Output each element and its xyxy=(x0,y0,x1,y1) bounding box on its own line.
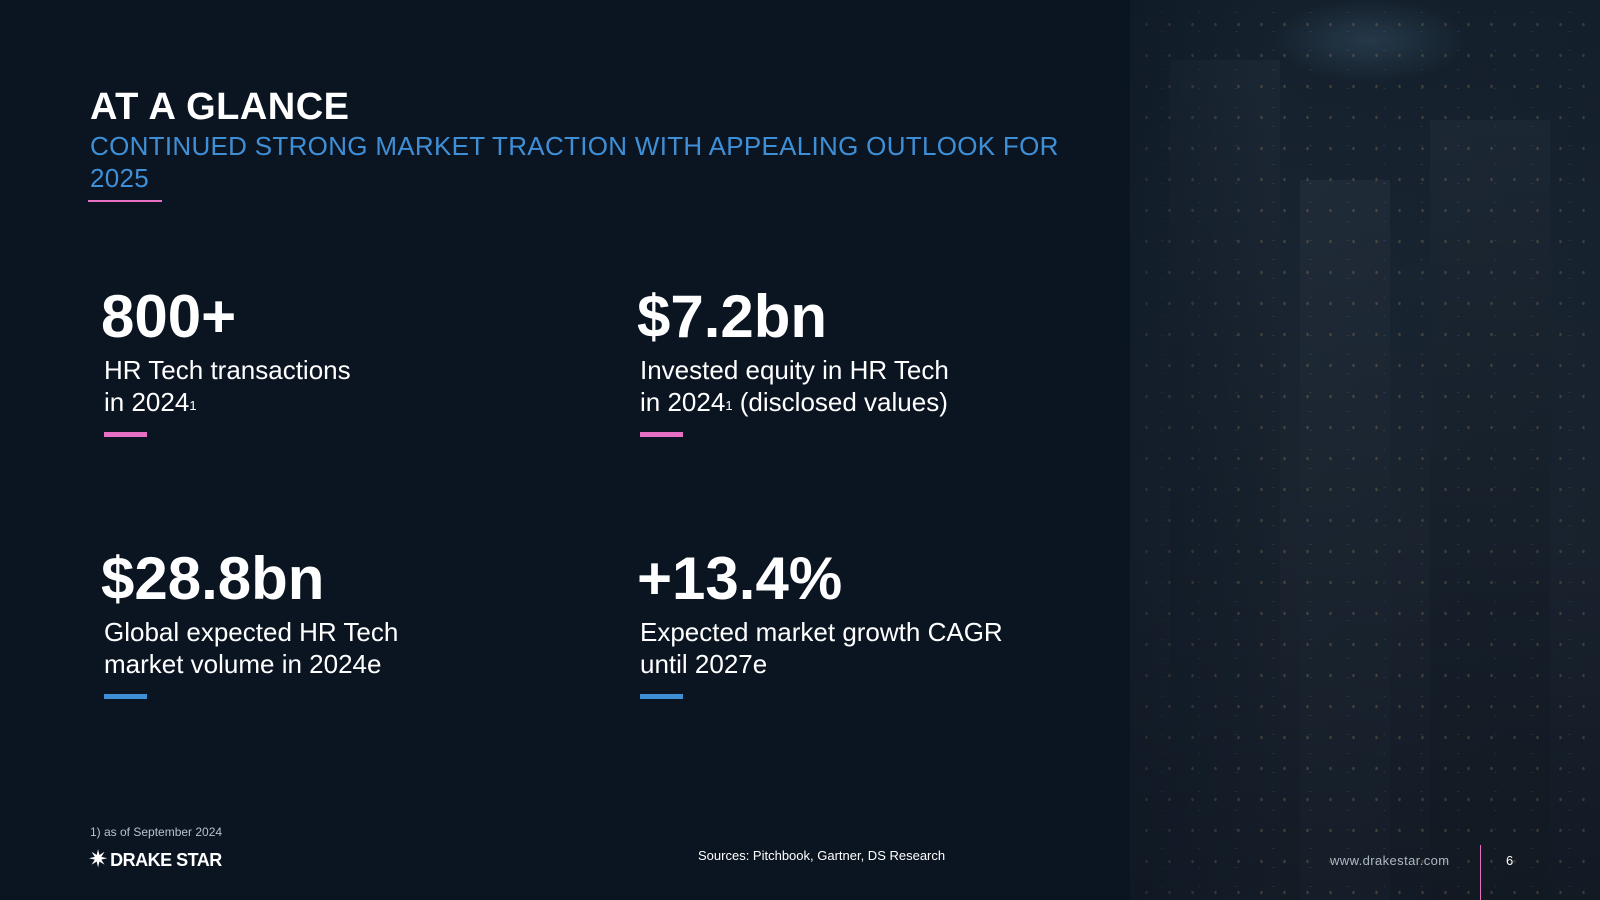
footnote: 1) as of September 2024 xyxy=(90,825,223,839)
stat-invested-equity: $7.2bn Invested equity in HR Tech in 202… xyxy=(637,282,949,437)
stat-description: Expected market growth CAGR until 2027e xyxy=(640,616,1003,680)
stat-description: Global expected HR Tech market volume in… xyxy=(104,616,398,680)
stat-transactions: 800+ HR Tech transactions in 20241 xyxy=(101,282,351,437)
stat-value: $28.8bn xyxy=(101,545,325,612)
photo-shade xyxy=(1130,0,1600,900)
stat-line: HR Tech transactions xyxy=(104,355,351,385)
stat-accent-bar xyxy=(640,694,683,699)
stat-description: HR Tech transactions in 20241 xyxy=(104,354,351,418)
footer-divider xyxy=(1480,845,1481,900)
stat-line: in 20241 (disclosed values) xyxy=(640,386,949,418)
website-link[interactable]: www.drakestar.com xyxy=(1330,853,1450,868)
stat-line-suffix: (disclosed values) xyxy=(732,387,948,417)
stat-description: Invested equity in HR Tech in 20241 (dis… xyxy=(640,354,949,418)
logo-wordmark: DRAKE STAR xyxy=(110,849,222,870)
stat-line: Invested equity in HR Tech xyxy=(640,355,949,385)
drake-star-logo: ✷ DRAKE STAR xyxy=(88,848,222,872)
stat-line: Expected market growth CAGR xyxy=(640,617,1003,647)
page-subtitle: CONTINUED STRONG MARKET TRACTION WITH AP… xyxy=(90,131,1059,193)
stat-line-text: in 2024 xyxy=(640,387,726,417)
stat-line: Global expected HR Tech xyxy=(104,617,399,647)
stat-line: until 2027e xyxy=(640,649,768,679)
title-underline xyxy=(88,200,162,202)
stat-value: +13.4% xyxy=(637,545,843,612)
star-icon: ✷ xyxy=(88,846,109,873)
stat-line-text: in 2024 xyxy=(104,387,190,417)
stat-accent-bar xyxy=(640,432,683,437)
stat-accent-bar xyxy=(104,432,147,437)
stat-line: in 20241 xyxy=(104,386,351,418)
sources-note: Sources: Pitchbook, Gartner, DS Research xyxy=(698,848,946,863)
stat-accent-bar xyxy=(104,694,147,699)
city-photo xyxy=(1130,0,1600,900)
page-number: 6 xyxy=(1506,853,1514,868)
stat-market-growth: +13.4% Expected market growth CAGR until… xyxy=(637,544,1003,699)
footnote-mark: 1 xyxy=(189,398,197,413)
stat-market-volume: $28.8bn Global expected HR Tech market v… xyxy=(101,544,398,699)
footnote-mark: 1 xyxy=(725,398,733,413)
stat-line: market volume in 2024e xyxy=(104,649,382,679)
stat-value: $7.2bn xyxy=(637,283,828,350)
stat-value: 800+ xyxy=(101,283,237,350)
page-title: AT A GLANCE xyxy=(90,86,350,128)
